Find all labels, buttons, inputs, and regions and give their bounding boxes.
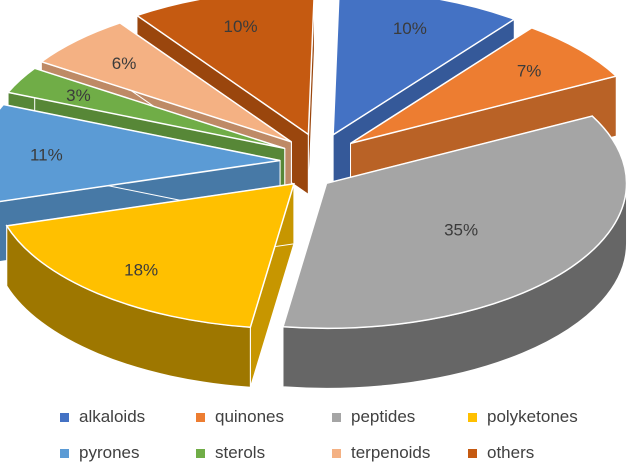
legend-item-polyketones: polyketones bbox=[468, 406, 618, 428]
pie-data-labels: 10% 7% 35% 18% 11% 3% 6% 10% bbox=[30, 17, 541, 279]
legend-item-alkaloids: alkaloids bbox=[60, 406, 196, 428]
legend-item-sterols: sterols bbox=[196, 442, 332, 464]
legend-item-quinones: quinones bbox=[196, 406, 332, 428]
legend-label-quinones: quinones bbox=[215, 407, 285, 426]
legend-item-terpenoids: terpenoids bbox=[332, 442, 468, 464]
data-label-terpenoids: 6% bbox=[112, 54, 137, 73]
legend-swatch-peptides bbox=[332, 412, 341, 422]
legend-label-sterols: sterols bbox=[215, 443, 266, 462]
pie-slice-top-pyrones bbox=[0, 103, 281, 203]
legend-swatch-terpenoids bbox=[332, 448, 341, 458]
legend-swatch-quinones bbox=[196, 412, 205, 422]
legend-swatch-sterols bbox=[196, 448, 205, 458]
legend-label-pyrones: pyrones bbox=[79, 443, 140, 462]
legend-label-others: others bbox=[487, 443, 535, 462]
legend-swatch-pyrones bbox=[60, 448, 69, 458]
pie-slice-top-quinones bbox=[350, 26, 618, 145]
data-label-alkaloids: 10% bbox=[393, 19, 427, 38]
chart-legend: alkaloids quinones peptides polyketones pyro… bbox=[60, 406, 620, 464]
pie-slice-top-others bbox=[135, 0, 315, 136]
legend-swatch-others bbox=[468, 448, 477, 458]
data-label-others: 10% bbox=[224, 17, 258, 36]
legend-swatch-alkaloids bbox=[60, 412, 69, 422]
legend-label-peptides: peptides bbox=[351, 407, 416, 426]
data-label-pyrones: 11% bbox=[30, 146, 63, 165]
data-label-polyketones: 18% bbox=[124, 261, 158, 280]
legend-swatch-polyketones bbox=[468, 412, 477, 422]
pie-slice-top-polyketones bbox=[5, 182, 295, 329]
pie-slice-top-peptides bbox=[281, 115, 628, 330]
data-label-sterols: 3% bbox=[66, 86, 91, 105]
pie-slice-top-alkaloids bbox=[332, 0, 516, 137]
pie-slice-top-terpenoids bbox=[39, 22, 292, 143]
legend-label-terpenoids: terpenoids bbox=[351, 443, 431, 462]
legend-item-others: others bbox=[468, 442, 618, 464]
legend-item-pyrones: pyrones bbox=[60, 442, 196, 464]
pie-slice-top-sterols bbox=[6, 67, 285, 150]
legend-label-alkaloids: alkaloids bbox=[79, 407, 146, 426]
legend-label-polyketones: polyketones bbox=[487, 407, 578, 426]
legend-item-peptides: peptides bbox=[332, 406, 468, 428]
data-label-peptides: 35% bbox=[444, 220, 478, 239]
pie-slice-tops bbox=[0, 0, 628, 330]
data-label-quinones: 7% bbox=[517, 61, 542, 80]
